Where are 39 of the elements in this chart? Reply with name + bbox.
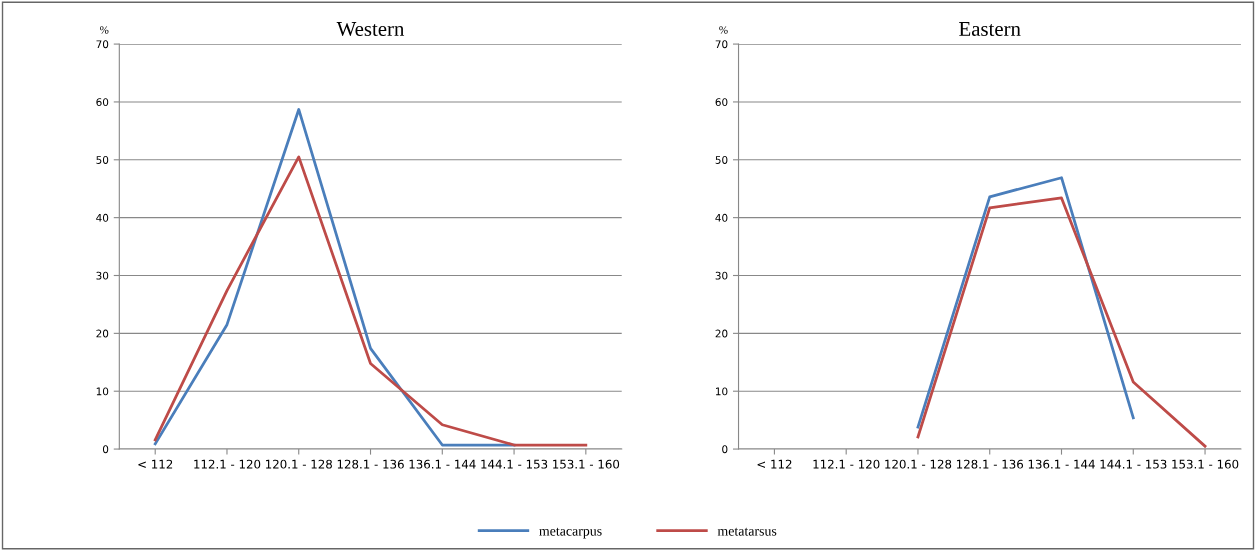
x-tick-label: 120.1 - 128: [885, 459, 952, 469]
y-tick-label: 20: [96, 329, 109, 338]
y-tick-label: 20: [715, 329, 728, 338]
x-tick-label: < 112: [138, 459, 173, 469]
y-tick-label: 40: [96, 213, 109, 222]
x-tick-label: 136.1 - 144: [1028, 459, 1095, 469]
chart-title: Eastern: [959, 22, 1021, 36]
y-tick-label: 70: [715, 40, 728, 49]
y-axis-title: %: [100, 26, 109, 34]
y-tick-label: 10: [96, 387, 109, 396]
y-tick-label: 0: [722, 445, 728, 454]
x-tick-label: 144.1 - 153: [1100, 459, 1167, 469]
y-tick-label: 50: [715, 156, 728, 164]
x-tick-label: 128.1 - 136: [956, 459, 1024, 469]
x-tick-label: 112.1 - 120: [813, 459, 880, 469]
x-tick-label: 153.1 - 160: [553, 459, 620, 469]
line-series: [153, 155, 588, 447]
x-tick-label: 144.1 - 153: [481, 459, 548, 469]
line-series: [916, 196, 1207, 448]
y-tick-label: 0: [102, 445, 109, 454]
legend-label: metacarpus: [539, 527, 602, 539]
y-tick-label: 60: [96, 98, 109, 107]
y-tick-label: 60: [715, 98, 728, 107]
x-tick-label: 112.1 - 120: [194, 459, 261, 469]
y-tick-label: 30: [96, 271, 109, 280]
x-tick-label: 128.1 - 136: [337, 459, 404, 469]
chart-title: Western: [336, 22, 405, 37]
y-tick-label: 30: [715, 271, 728, 280]
x-tick-label: 153.1 - 160: [1172, 459, 1239, 469]
y-tick-label: 40: [715, 213, 728, 222]
y-tick-label: 50: [96, 156, 109, 164]
x-tick-label: < 112: [757, 459, 792, 469]
legend-label: metatarsus: [717, 527, 777, 536]
x-tick-label: 136.1 - 144: [409, 459, 476, 469]
line-series: [916, 176, 1135, 429]
x-tick-label: 120.1 - 128: [266, 459, 332, 469]
y-axis-title: %: [719, 26, 728, 34]
y-tick-label: 10: [716, 387, 728, 396]
y-tick-label: 70: [96, 40, 109, 49]
